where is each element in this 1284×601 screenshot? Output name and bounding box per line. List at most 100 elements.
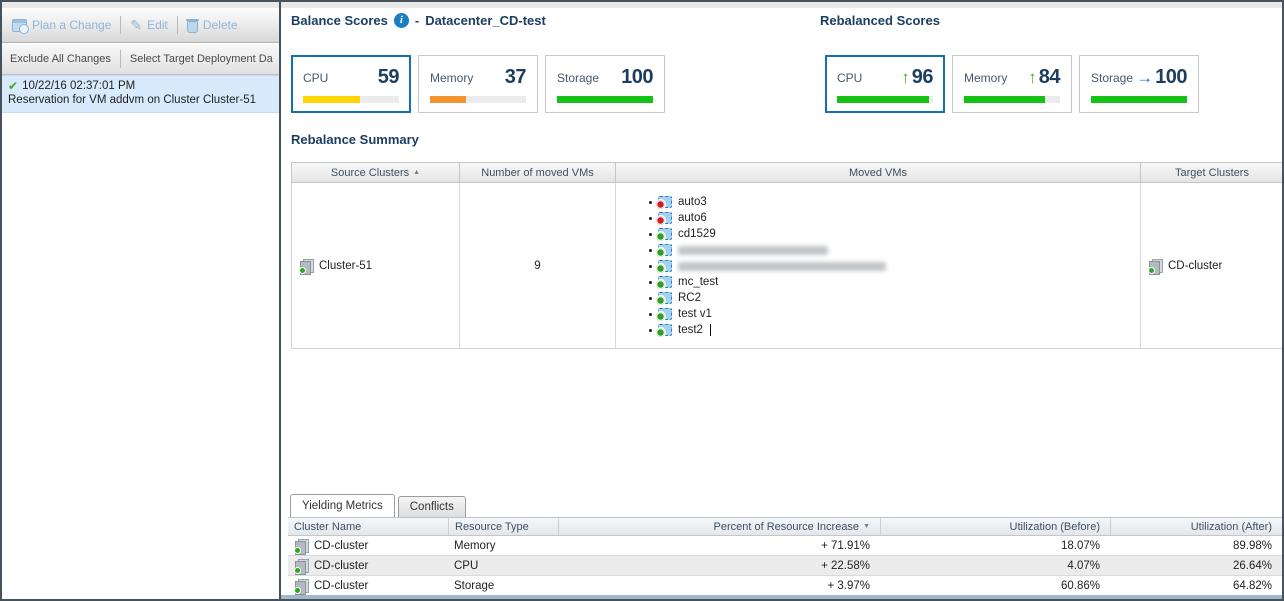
- moved-vm-item[interactable]: cd1529: [649, 226, 1140, 242]
- column-header-moved-vms[interactable]: Moved VMs: [615, 163, 1140, 182]
- tab-conflicts[interactable]: Conflicts: [397, 496, 466, 517]
- main-panel: Balance Scores i - Datacenter_CD-test Re…: [281, 8, 1282, 599]
- percent-increase: + 71.91%: [821, 539, 870, 552]
- top-strip: [2, 2, 1282, 8]
- tab-yielding-metrics[interactable]: Yielding Metrics: [290, 494, 395, 517]
- moved-vm-item[interactable]: auto3: [649, 194, 1140, 210]
- rebalanced-card-cpu[interactable]: CPU ↑ 96: [825, 55, 945, 113]
- bullet-icon: [649, 264, 652, 268]
- moved-vm-item[interactable]: mc_test: [649, 274, 1140, 290]
- cluster-name: CD-cluster: [314, 579, 369, 592]
- edit-button[interactable]: ✎ Edit: [130, 18, 167, 32]
- calendar-clock-icon: [12, 18, 29, 34]
- moved-vm-item[interactable]: auto6: [649, 210, 1140, 226]
- sort-desc-icon: ▼: [863, 523, 870, 530]
- card-label: Memory: [964, 70, 1008, 85]
- resource-type: Memory: [454, 539, 496, 552]
- moved-vm-item[interactable]: test2: [649, 322, 1140, 338]
- percent-increase: + 3.97%: [827, 579, 870, 592]
- column-header-moved-count[interactable]: Number of moved VMs: [459, 163, 615, 182]
- card-label: Storage: [557, 70, 600, 85]
- score-bar: [303, 96, 399, 103]
- column-header-utilization-before[interactable]: Utilization (Before): [880, 518, 1110, 535]
- metrics-header-row: Cluster Name Resource Type Percent of Re…: [288, 517, 1282, 536]
- source-cluster-cell[interactable]: Cluster-51: [292, 183, 459, 348]
- vm-powered-on-icon: [655, 292, 672, 306]
- check-icon: ✔: [8, 79, 19, 93]
- percent-increase: + 22.58%: [821, 559, 870, 572]
- delete-label: Delete: [202, 18, 238, 32]
- column-header-target-clusters[interactable]: Target Clusters: [1140, 163, 1282, 182]
- pencil-icon: ✎: [130, 17, 143, 33]
- vm-name: mc_test: [678, 276, 719, 288]
- vm-powered-on-icon: [655, 308, 672, 322]
- rebalanced-card-storage[interactable]: Storage → 100: [1079, 55, 1199, 113]
- balance-card-memory[interactable]: Memory 37: [418, 55, 538, 113]
- moved-vm-item[interactable]: RC2: [649, 290, 1140, 306]
- metrics-row[interactable]: CD-cluster Memory + 71.91% 18.07% 89.98%: [288, 536, 1282, 556]
- vm-name: RC2: [678, 292, 702, 304]
- select-target-deployment-button[interactable]: Select Target Deployment Da: [130, 53, 273, 65]
- exclude-all-changes-button[interactable]: Exclude All Changes: [10, 53, 111, 65]
- rebalanced-cards: CPU ↑ 96 Memory ↑ 84: [825, 55, 1199, 113]
- toolbar-separator: [119, 50, 121, 68]
- vm-powered-off-icon: [655, 212, 672, 226]
- utilization-after: 26.64%: [1232, 559, 1272, 572]
- bullet-icon: [649, 248, 652, 252]
- column-header-cluster-name[interactable]: Cluster Name: [294, 520, 362, 533]
- plan-a-change-button[interactable]: Plan a Change: [12, 18, 112, 34]
- plan-a-change-label: Plan a Change: [32, 18, 112, 32]
- bottom-tabs: Yielding Metrics Conflicts: [290, 494, 469, 517]
- summary-row[interactable]: Cluster-51 9 auto3 auto6: [291, 183, 1282, 349]
- metrics-row[interactable]: CD-cluster CPU + 22.58% 4.07% 26.64%: [288, 556, 1282, 576]
- utilization-after: 64.82%: [1232, 579, 1272, 592]
- rebalance-summary-table: Source Clusters ▲ Number of moved VMs Mo…: [291, 162, 1282, 349]
- card-value: 37: [504, 66, 527, 88]
- vm-name: auto6: [678, 212, 707, 224]
- moved-vm-item[interactable]: test v1: [649, 306, 1140, 322]
- vm-name: auto3: [678, 196, 707, 208]
- change-list-item[interactable]: ✔ 10/22/16 02:37:01 PM Reservation for V…: [2, 75, 279, 113]
- source-cluster-name: Cluster-51: [319, 259, 373, 272]
- vm-name: cd1529: [678, 228, 716, 240]
- plan-toolbar: Plan a Change ✎ Edit Delete: [2, 8, 279, 43]
- cluster-icon: [294, 578, 309, 595]
- score-bar: [557, 96, 653, 103]
- moved-vm-item[interactable]: [649, 258, 1140, 274]
- vm-powered-on-icon: [655, 324, 672, 338]
- bottom-edge-strip: [281, 595, 1282, 599]
- column-header-utilization-after[interactable]: Utilization (After): [1110, 518, 1282, 535]
- vm-name: test2: [678, 324, 703, 336]
- card-label: CPU: [303, 70, 329, 85]
- cluster-name: CD-cluster: [314, 539, 369, 552]
- card-value: 100: [621, 66, 653, 88]
- delete-button[interactable]: Delete: [185, 18, 238, 33]
- left-panel: Plan a Change ✎ Edit Delete Exclude All …: [2, 8, 279, 599]
- select-target-deployment-label: Select Target Deployment Da: [129, 53, 273, 65]
- trend-up-icon: ↑: [1028, 68, 1037, 87]
- column-header-source-clusters[interactable]: Source Clusters ▲: [330, 166, 421, 179]
- trend-up-icon: ↑: [901, 68, 910, 87]
- summary-header-row: Source Clusters ▲ Number of moved VMs Mo…: [291, 162, 1282, 183]
- info-icon[interactable]: i: [393, 13, 409, 28]
- actions-toolbar: Exclude All Changes Select Target Deploy…: [2, 44, 279, 75]
- target-cluster-cell[interactable]: CD-cluster: [1140, 183, 1282, 348]
- balance-card-cpu[interactable]: CPU 59: [291, 55, 411, 113]
- bullet-icon: [649, 200, 652, 204]
- metrics-row[interactable]: CD-cluster Storage + 3.97% 60.86% 64.82%: [288, 576, 1282, 596]
- rebalanced-card-memory[interactable]: Memory ↑ 84: [952, 55, 1072, 113]
- panel-divider: [279, 2, 281, 599]
- balance-card-storage[interactable]: Storage 100: [545, 55, 665, 113]
- rebalance-summary-title: Rebalance Summary: [291, 132, 419, 147]
- column-header-resource-type[interactable]: Resource Type: [448, 518, 558, 535]
- datacenter-name: Datacenter_CD-test: [425, 13, 546, 28]
- moved-vms-cell: auto3 auto6 cd1529: [615, 183, 1140, 348]
- toolbar-separator: [120, 16, 122, 34]
- moved-vm-item[interactable]: [649, 242, 1140, 258]
- exclude-all-changes-label: Exclude All Changes: [10, 53, 111, 65]
- balance-scores-title: Balance Scores i - Datacenter_CD-test: [291, 13, 546, 28]
- resource-type: CPU: [454, 559, 479, 572]
- bullet-icon: [649, 296, 652, 300]
- column-header-percent-increase[interactable]: Percent of Resource Increase ▼: [558, 518, 880, 535]
